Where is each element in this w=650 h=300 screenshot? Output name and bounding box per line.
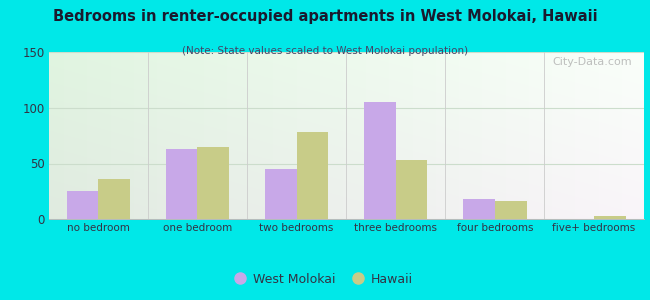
Text: City-Data.com: City-Data.com — [552, 58, 632, 68]
Text: (Note: State values scaled to West Molokai population): (Note: State values scaled to West Molok… — [182, 46, 468, 56]
Text: Bedrooms in renter-occupied apartments in West Molokai, Hawaii: Bedrooms in renter-occupied apartments i… — [53, 9, 597, 24]
Bar — [594, 216, 626, 219]
Bar — [98, 179, 130, 219]
Bar — [296, 132, 328, 219]
Bar — [396, 160, 428, 219]
Bar — [364, 102, 396, 219]
Bar — [463, 199, 495, 219]
Bar — [66, 191, 98, 219]
Bar — [166, 149, 198, 219]
Bar — [265, 169, 296, 219]
Bar — [198, 147, 229, 219]
Bar — [495, 201, 527, 219]
Legend: West Molokai, Hawaii: West Molokai, Hawaii — [232, 268, 418, 291]
